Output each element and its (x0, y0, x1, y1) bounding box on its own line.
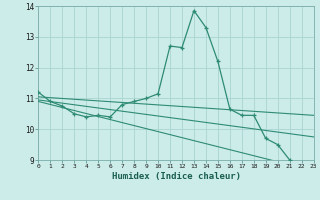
X-axis label: Humidex (Indice chaleur): Humidex (Indice chaleur) (111, 172, 241, 181)
